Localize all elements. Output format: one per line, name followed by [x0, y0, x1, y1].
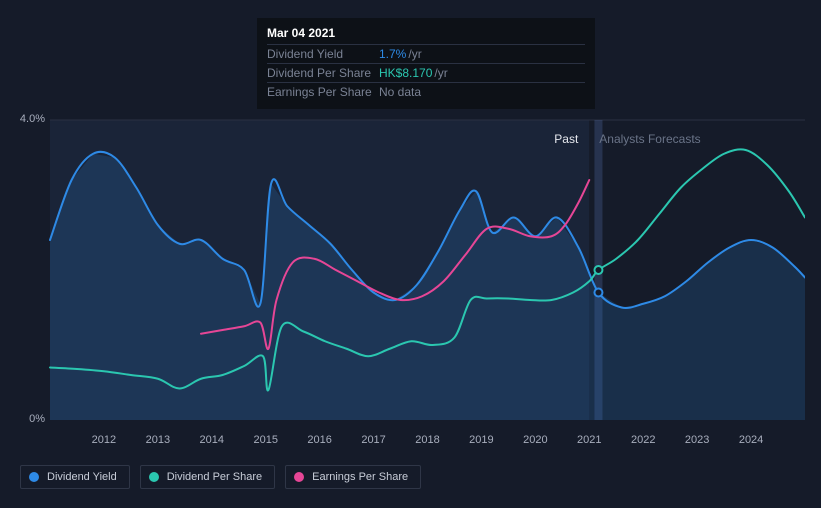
chart-svg: [20, 100, 805, 460]
x-axis-label: 2013: [146, 434, 170, 446]
dividend-chart[interactable]: 4.0% 0% 2012 2013 2014 2015 2016 2017 2018 2019 2…: [20, 100, 805, 460]
tooltip-value: 1.7%: [379, 47, 406, 61]
tooltip-row: Earnings Per ShareNo data: [267, 83, 585, 101]
legend-label: Dividend Per Share: [167, 471, 262, 483]
x-axis-label: 2022: [631, 434, 655, 446]
x-axis-label: 2019: [469, 434, 493, 446]
tooltip-unit: /yr: [434, 66, 447, 80]
tooltip-date: Mar 04 2021: [267, 24, 585, 45]
tooltip-value: No data: [379, 85, 421, 99]
legend-label: Earnings Per Share: [312, 471, 408, 483]
tooltip-label: Dividend Per Share: [267, 66, 379, 80]
x-axis-label: 2017: [361, 434, 385, 446]
x-axis-label: 2024: [739, 434, 763, 446]
legend-item-dividend-per-share[interactable]: Dividend Per Share: [140, 465, 275, 489]
x-axis-label: 2015: [253, 434, 277, 446]
legend-label: Dividend Yield: [47, 471, 117, 483]
x-axis-label: 2021: [577, 434, 601, 446]
chart-legend: Dividend Yield Dividend Per Share Earnings…: [20, 465, 421, 489]
x-axis-label: 2012: [92, 434, 116, 446]
legend-dot-icon: [149, 472, 159, 482]
x-axis-label: 2023: [685, 434, 709, 446]
zone-label-forecast: Analysts Forecasts: [599, 132, 700, 146]
legend-dot-icon: [29, 472, 39, 482]
x-axis-label: 2018: [415, 434, 439, 446]
chart-tooltip: Mar 04 2021 Dividend Yield1.7%/yrDividen…: [257, 18, 595, 109]
x-axis-label: 2014: [200, 434, 224, 446]
tooltip-row: Dividend Yield1.7%/yr: [267, 45, 585, 64]
legend-dot-icon: [294, 472, 304, 482]
legend-item-dividend-yield[interactable]: Dividend Yield: [20, 465, 130, 489]
zone-label-past: Past: [554, 132, 578, 146]
legend-item-earnings-per-share[interactable]: Earnings Per Share: [285, 465, 421, 489]
y-axis-label: 4.0%: [20, 113, 45, 125]
tooltip-value: HK$8.170: [379, 66, 432, 80]
tooltip-unit: /yr: [408, 47, 421, 61]
tooltip-label: Dividend Yield: [267, 47, 379, 61]
y-axis-label: 0%: [29, 413, 45, 425]
tooltip-label: Earnings Per Share: [267, 85, 379, 99]
x-axis-label: 2020: [523, 434, 547, 446]
x-axis-label: 2016: [307, 434, 331, 446]
tooltip-row: Dividend Per ShareHK$8.170/yr: [267, 64, 585, 83]
